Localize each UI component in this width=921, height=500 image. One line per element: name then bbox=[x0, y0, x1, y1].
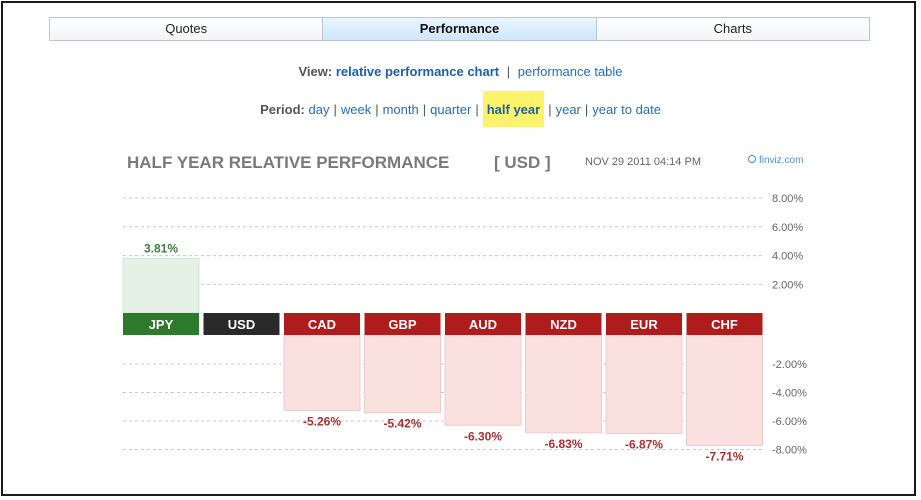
category-label-cad: CAD bbox=[308, 317, 336, 332]
chart-currency: [ USD ] bbox=[494, 153, 551, 172]
period-option-week[interactable]: week bbox=[340, 102, 372, 117]
category-box-nzd bbox=[525, 313, 602, 335]
period-option-day[interactable]: day bbox=[308, 102, 330, 117]
y-axis-ticks: 8.00% 6.00% 4.00% 2.00% -2.00% -4.00% -6.00% -8… bbox=[772, 193, 807, 457]
tab-charts[interactable]: Charts bbox=[713, 21, 752, 36]
data-label-nzd: -6.83% bbox=[544, 437, 582, 451]
bar-nzd bbox=[525, 334, 602, 434]
period-option-quarter[interactable]: quarter bbox=[430, 102, 472, 117]
data-label-chf: -7.71% bbox=[705, 449, 743, 463]
bar-aud bbox=[444, 334, 522, 426]
tab-quotes[interactable]: Quotes bbox=[165, 21, 208, 36]
tab-bar: Quotes Performance Charts bbox=[49, 17, 870, 41]
category-box-usd bbox=[203, 313, 280, 335]
data-label-aud: -6.30% bbox=[464, 429, 502, 443]
copyright-icon bbox=[748, 155, 756, 163]
finviz-logo[interactable]: finviz.com bbox=[748, 155, 804, 166]
category-label-chf: CHF bbox=[711, 317, 738, 332]
chart-bars: 3.81% JPY USD -5.26% CAD -5.42% GBP -6.30% AUD -6… bbox=[122, 241, 763, 463]
y-tick-label: 4.00% bbox=[772, 251, 803, 263]
chart-title: HALF YEAR RELATIVE PERFORMANCE bbox=[127, 153, 449, 172]
view-selector: View: relative performance chart | perfo… bbox=[0, 64, 921, 79]
bar-gbp bbox=[364, 334, 441, 414]
category-label-nzd: NZD bbox=[550, 317, 577, 332]
y-tick-label: 8.00% bbox=[772, 193, 803, 205]
category-box-eur bbox=[606, 313, 682, 335]
data-label-cad: -5.26% bbox=[303, 414, 341, 428]
y-tick-label: -4.00% bbox=[772, 388, 807, 400]
period-option-year[interactable]: year bbox=[555, 102, 581, 117]
category-box-gbp bbox=[364, 313, 441, 335]
category-box-chf bbox=[686, 313, 763, 335]
bar-chf bbox=[686, 334, 763, 446]
bar-eur bbox=[605, 334, 683, 434]
tab-performance[interactable]: Performance bbox=[322, 18, 597, 40]
category-box-cad bbox=[284, 313, 360, 335]
view-option-performance-table[interactable]: performance table bbox=[517, 64, 623, 79]
category-box-jpy bbox=[123, 313, 199, 335]
category-label-aud: AUD bbox=[469, 317, 497, 332]
category-label-gbp: GBP bbox=[388, 317, 417, 332]
view-label: View: bbox=[298, 64, 333, 79]
category-label-usd: USD bbox=[228, 317, 255, 332]
y-tick-label: 2.00% bbox=[772, 279, 803, 291]
bar-cad bbox=[283, 334, 361, 411]
category-label-eur: EUR bbox=[630, 317, 658, 332]
period-option-half-year[interactable]: half year bbox=[482, 91, 545, 127]
view-option-relative-chart[interactable]: relative performance chart bbox=[335, 64, 500, 79]
period-label: Period: bbox=[260, 102, 305, 117]
data-label-eur: -6.87% bbox=[625, 437, 663, 451]
category-label-jpy: JPY bbox=[149, 317, 174, 332]
chart-timestamp: NOV 29 2011 04:14 PM bbox=[585, 156, 701, 168]
separator: | bbox=[506, 64, 511, 79]
category-box-aud bbox=[445, 313, 521, 335]
y-tick-label: -2.00% bbox=[772, 359, 807, 371]
period-selector: Period: day | week | month | quarter | half year… bbox=[0, 91, 921, 127]
data-label-gbp: -5.42% bbox=[383, 417, 421, 431]
data-label-jpy: 3.81% bbox=[144, 241, 178, 255]
period-option-ytd[interactable]: year to date bbox=[592, 102, 661, 117]
bar-jpy bbox=[122, 257, 200, 314]
period-option-month[interactable]: month bbox=[382, 102, 419, 117]
y-tick-label: 6.00% bbox=[772, 222, 803, 234]
y-tick-label: -8.00% bbox=[772, 445, 807, 457]
y-tick-label: -6.00% bbox=[772, 416, 807, 428]
source-label: finviz.com bbox=[759, 155, 803, 166]
